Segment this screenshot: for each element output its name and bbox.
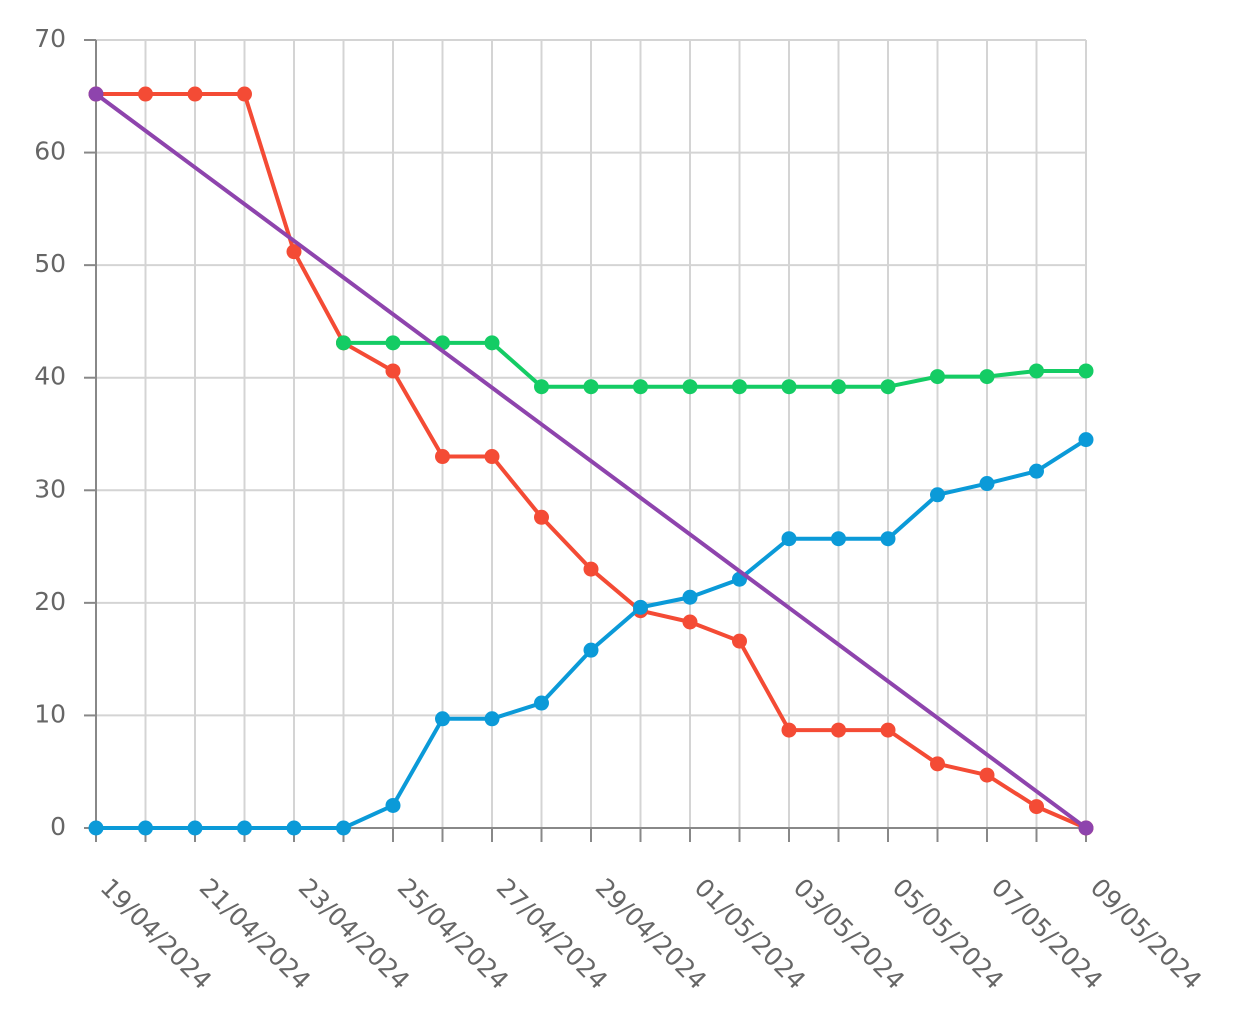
- data-point: [979, 369, 995, 385]
- data-point: [1029, 363, 1044, 379]
- data-point: [286, 244, 302, 260]
- series-line: [343, 340, 1086, 389]
- data-point: [880, 531, 896, 547]
- data-point: [237, 86, 252, 102]
- data-point: [484, 711, 500, 727]
- y-tick-label: 30: [34, 474, 66, 503]
- data-point: [336, 335, 351, 351]
- data-point: [1029, 463, 1044, 479]
- data-point: [979, 767, 995, 783]
- y-tick-label: 10: [34, 699, 66, 728]
- data-point: [336, 820, 351, 836]
- y-tick-label: 70: [34, 24, 66, 53]
- data-point: [831, 722, 846, 738]
- data-point: [138, 86, 153, 102]
- data-point: [385, 335, 401, 351]
- data-point: [484, 449, 500, 465]
- data-point: [880, 722, 896, 738]
- data-point: [286, 820, 302, 836]
- data-point: [781, 531, 797, 547]
- data-point: [831, 531, 846, 547]
- data-point: [633, 599, 648, 615]
- data-point: [682, 589, 698, 605]
- data-point: [187, 86, 203, 102]
- data-point: [88, 820, 104, 836]
- data-point: [781, 379, 797, 395]
- data-point: [633, 379, 648, 395]
- data-point: [583, 642, 599, 658]
- data-point: [831, 379, 846, 395]
- y-tick-label: 50: [34, 249, 66, 278]
- data-point: [534, 695, 549, 711]
- y-tick-label: 20: [34, 587, 66, 616]
- data-point: [583, 379, 599, 395]
- data-point: [534, 509, 549, 525]
- data-point: [682, 614, 698, 630]
- y-tick-label: 60: [34, 137, 66, 166]
- data-point: [732, 633, 747, 649]
- data-point: [237, 820, 252, 836]
- data-point: [385, 363, 401, 379]
- data-point: [138, 820, 153, 836]
- data-point: [435, 711, 450, 727]
- data-point: [435, 449, 450, 465]
- data-point: [732, 379, 747, 395]
- data-point: [781, 722, 797, 738]
- y-tick-label: 40: [34, 362, 66, 391]
- y-tick-label: 0: [50, 812, 66, 841]
- data-point: [930, 487, 945, 503]
- data-point: [583, 561, 599, 577]
- data-point: [930, 756, 945, 772]
- data-point: [484, 335, 500, 351]
- data-point: [1078, 820, 1094, 836]
- data-point: [880, 379, 896, 395]
- data-point: [1078, 363, 1094, 379]
- data-point: [88, 86, 104, 102]
- data-point: [1029, 799, 1044, 815]
- series-line: [94, 92, 1088, 830]
- data-point: [682, 379, 698, 395]
- data-point: [385, 797, 401, 813]
- data-point: [979, 476, 995, 492]
- data-point: [930, 369, 945, 385]
- data-point: [534, 379, 549, 395]
- data-point: [187, 820, 203, 836]
- data-point: [1078, 432, 1094, 448]
